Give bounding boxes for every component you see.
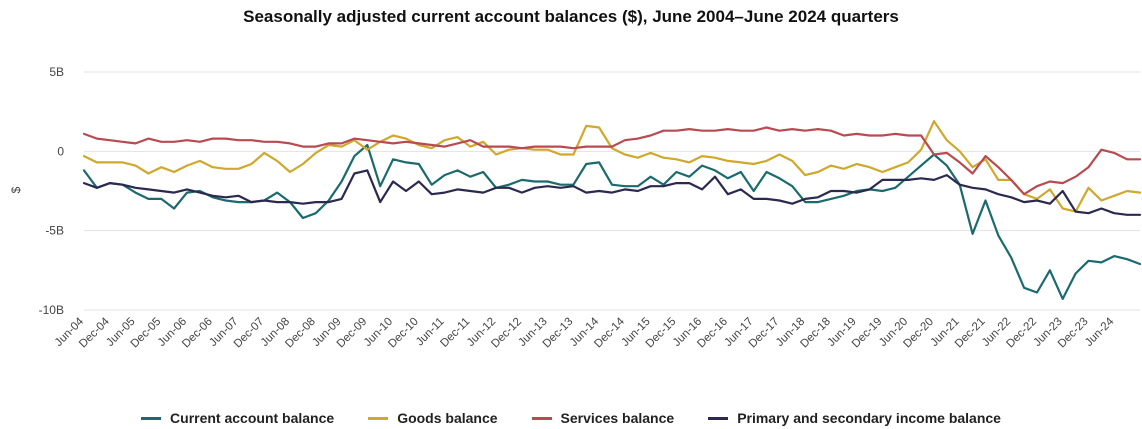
series-lines bbox=[82, 120, 1142, 300]
x-tick-label: Jun-24 bbox=[1083, 315, 1117, 349]
gridlines bbox=[84, 71, 1140, 311]
legend-label: Primary and secondary income balance bbox=[737, 410, 1001, 426]
legend-swatch bbox=[531, 416, 552, 420]
series-line-4 bbox=[82, 169, 1142, 216]
legend: Current account balance Goods balance Serv… bbox=[0, 410, 1142, 426]
legend-label: Goods balance bbox=[397, 410, 498, 426]
legend-swatch bbox=[708, 416, 729, 420]
y-axis-ticks: 5B 0 -5B -10B bbox=[39, 65, 65, 317]
x-tick-label: Dec-11 bbox=[438, 316, 472, 350]
y-tick-label: 0 bbox=[57, 144, 64, 158]
x-axis-ticks: Jun-04Dec-04Jun-05Dec-05Jun-06Dec-06Jun-… bbox=[53, 315, 1117, 350]
legend-label: Services balance bbox=[560, 410, 675, 426]
line-chart: 5B 0 -5B -10B $ Jun-04Dec-04Jun-05Dec-05Jun… bbox=[9, 65, 1142, 350]
legend-item: Goods balance bbox=[368, 410, 498, 426]
chart-title: Seasonally adjusted current account bala… bbox=[243, 7, 899, 26]
legend-item: Current account balance bbox=[141, 410, 334, 426]
legend-swatch bbox=[368, 416, 389, 420]
y-tick-label: 5B bbox=[49, 65, 64, 79]
legend-item: Primary and secondary income balance bbox=[708, 410, 1001, 426]
series-line-3 bbox=[82, 126, 1142, 196]
series-line-2 bbox=[82, 120, 1142, 213]
y-tick-label: -10B bbox=[39, 303, 64, 317]
y-tick-label: -5B bbox=[45, 224, 64, 238]
legend-label: Current account balance bbox=[170, 410, 335, 426]
legend-swatch bbox=[141, 416, 162, 420]
y-axis-label: $ bbox=[9, 186, 23, 193]
legend-item: Services balance bbox=[531, 410, 675, 426]
